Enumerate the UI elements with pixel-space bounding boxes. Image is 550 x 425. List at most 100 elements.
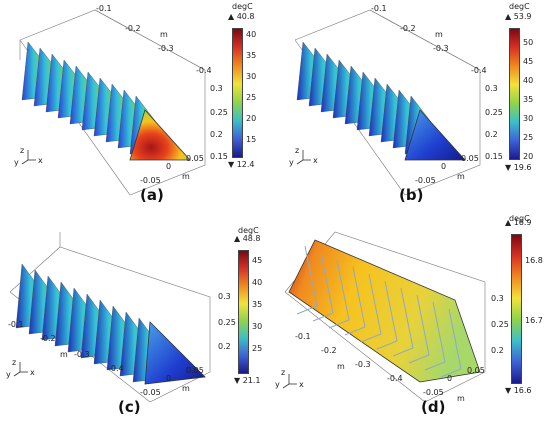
x-tick: -0.3: [158, 44, 174, 53]
panel-label: (c): [118, 398, 141, 416]
cbar-tick: 45: [252, 256, 263, 265]
body-d: [288, 239, 481, 383]
cbar-tick: 25: [252, 344, 263, 353]
colorbar: [238, 250, 249, 374]
y-tick: -0.05: [140, 388, 161, 397]
fin: [408, 294, 430, 364]
colorbar-unit: degC: [238, 226, 259, 235]
axis-triad-icon: [282, 374, 297, 389]
y-axis-label: m: [457, 172, 465, 181]
plot-3d-c: [9, 232, 211, 403]
cbar-tick: 50: [523, 38, 534, 47]
triad-x: x: [38, 156, 43, 165]
y-tick: 0: [166, 162, 172, 171]
z-tick: 0.3: [491, 294, 504, 303]
triad-z: z: [12, 358, 17, 367]
triad-x: x: [299, 380, 304, 389]
cbar-tick: 35: [252, 300, 263, 309]
triad-z: z: [20, 146, 25, 155]
bounding-box: [19, 9, 206, 196]
triad-y: y: [275, 380, 280, 389]
z-tick: 0.25: [485, 108, 503, 117]
x-axis-label: m: [337, 362, 345, 371]
colorbar-min: ▼ 19.6: [505, 163, 532, 172]
fin: [312, 252, 334, 322]
triad-y: y: [6, 370, 11, 379]
z-tick: 0.3: [485, 84, 498, 93]
y-axis-label: m: [457, 394, 465, 403]
y-axis-label: m: [182, 172, 190, 181]
cbar-tick: 45: [523, 57, 534, 66]
z-tick: 0.2: [218, 342, 231, 351]
y-tick: 0: [447, 374, 453, 383]
colorbar: [511, 234, 522, 384]
y-tick: 0.05: [186, 154, 204, 163]
axis-triad-icon: [296, 150, 311, 165]
x-tick: -0.2: [125, 24, 141, 33]
panel-c: -0.1 -0.2 -0.3 -0.4 m 0.3 0.25 0.2 -0.05…: [0, 212, 275, 424]
x-tick: -0.3: [355, 360, 371, 369]
colorbar-max: ▲ 48.8: [234, 234, 261, 243]
colorbar-min: ▼ 16.6: [505, 386, 532, 395]
colorbar-min: ▼ 12.4: [228, 160, 255, 169]
cbar-tick: 35: [246, 51, 257, 60]
cbar-tick: 40: [523, 76, 534, 85]
colorbar-min: ▼ 21.1: [234, 376, 261, 385]
x-tick: -0.1: [295, 332, 311, 341]
x-tick: -0.4: [387, 374, 403, 383]
axis-triad-icon: [13, 362, 28, 377]
x-tick: -0.2: [400, 24, 416, 33]
y-tick: 0: [166, 374, 172, 383]
z-tick: 0.3: [210, 84, 223, 93]
bounding-box: [294, 9, 481, 196]
cbar-tick: 30: [523, 114, 534, 123]
y-tick: 0.05: [461, 154, 479, 163]
z-tick: 0.3: [218, 292, 231, 301]
plot-3d-d: [284, 231, 486, 403]
end-face-b: [404, 109, 466, 161]
x-axis-label: m: [60, 350, 68, 359]
bounding-box: [284, 231, 486, 403]
fins-d: [296, 245, 462, 378]
cbar-tick: 16.7: [525, 316, 543, 325]
colorbar: [232, 28, 243, 158]
y-tick: -0.05: [140, 176, 161, 185]
colorbar-unit: degC: [509, 214, 530, 223]
z-tick: 0.25: [210, 108, 228, 117]
plot-3d-a: [19, 9, 206, 196]
cbar-tick: 40: [252, 278, 263, 287]
x-tick: -0.2: [321, 346, 337, 355]
cbar-tick: 25: [523, 133, 534, 142]
colorbar-unit: degC: [509, 2, 530, 11]
cbar-tick: 35: [523, 95, 534, 104]
fin: [376, 280, 398, 350]
x-tick: -0.1: [371, 4, 387, 13]
cbar-tick: 25: [246, 93, 257, 102]
z-tick: 0.2: [485, 130, 498, 139]
fin: [328, 259, 350, 329]
x-tick: -0.1: [8, 320, 24, 329]
y-axis-label: m: [182, 384, 190, 393]
fin: [360, 273, 382, 343]
x-tick: -0.2: [40, 334, 56, 343]
end-face-a: [129, 109, 191, 161]
panel-label: (b): [399, 186, 424, 204]
triad-y: y: [289, 158, 294, 167]
x-axis-label: m: [435, 30, 443, 39]
z-tick: 0.15: [210, 152, 228, 161]
triad-z: z: [295, 146, 300, 155]
colorbar-max: ▲ 16.9: [505, 218, 532, 227]
triad-x: x: [313, 156, 318, 165]
fin: [424, 301, 446, 371]
cbar-tick: 15: [246, 135, 257, 144]
x-tick: -0.4: [108, 364, 124, 373]
x-tick: -0.4: [471, 66, 487, 75]
bounding-box: [9, 232, 211, 403]
end-face-c: [144, 321, 206, 385]
x-tick: -0.3: [74, 350, 90, 359]
x-axis-label: m: [160, 30, 168, 39]
x-tick: -0.4: [196, 66, 212, 75]
fin: [440, 308, 462, 378]
z-tick: 0.25: [491, 320, 509, 329]
cbar-tick: 40: [246, 30, 257, 39]
